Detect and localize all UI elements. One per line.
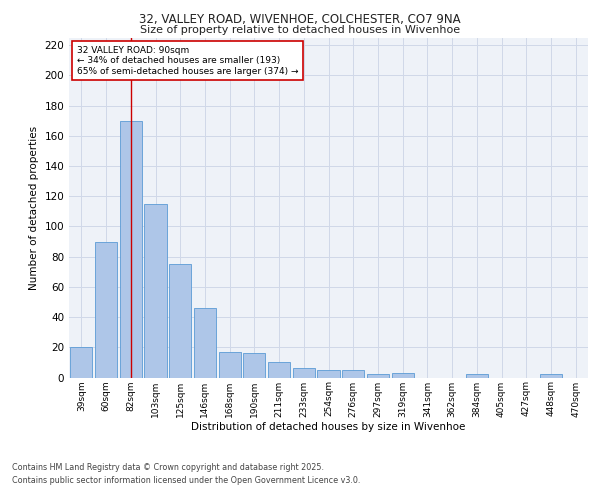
Bar	[293, 368, 315, 378]
Y-axis label: Number of detached properties: Number of detached properties	[29, 126, 39, 290]
Text: 32 VALLEY ROAD: 90sqm
← 34% of detached houses are smaller (193)
65% of semi-det: 32 VALLEY ROAD: 90sqm ← 34% of detached …	[77, 46, 298, 76]
Text: Contains HM Land Registry data © Crown copyright and database right 2025.: Contains HM Land Registry data © Crown c…	[12, 464, 324, 472]
Bar	[243, 354, 265, 378]
Text: Contains public sector information licensed under the Open Government Licence v3: Contains public sector information licen…	[12, 476, 361, 485]
Text: 32, VALLEY ROAD, WIVENHOE, COLCHESTER, CO7 9NA: 32, VALLEY ROAD, WIVENHOE, COLCHESTER, C…	[139, 12, 461, 26]
Bar	[194, 308, 216, 378]
Bar	[367, 374, 389, 378]
Bar	[169, 264, 191, 378]
Bar	[317, 370, 340, 378]
Text: Size of property relative to detached houses in Wivenhoe: Size of property relative to detached ho…	[140, 25, 460, 35]
Bar	[119, 120, 142, 378]
Bar	[268, 362, 290, 378]
Bar	[342, 370, 364, 378]
Bar	[466, 374, 488, 378]
Bar	[70, 348, 92, 378]
Bar	[392, 373, 414, 378]
Bar	[145, 204, 167, 378]
Bar	[540, 374, 562, 378]
Bar	[95, 242, 117, 378]
X-axis label: Distribution of detached houses by size in Wivenhoe: Distribution of detached houses by size …	[191, 422, 466, 432]
Bar	[218, 352, 241, 378]
